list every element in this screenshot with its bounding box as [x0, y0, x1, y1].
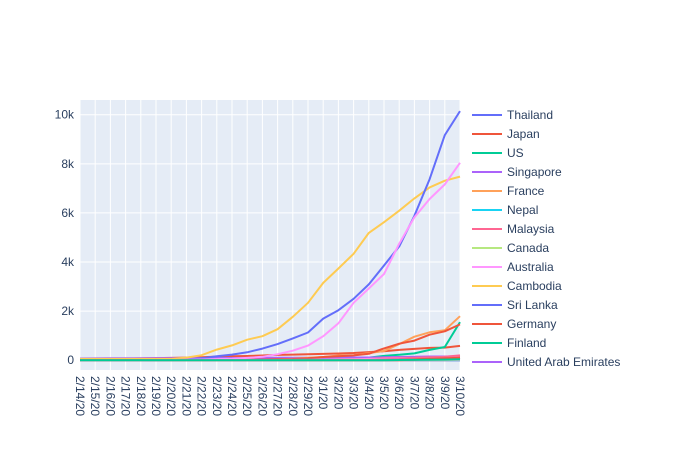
x-tick-label: 2/14/20 [73, 376, 87, 416]
legend-item[interactable]: US [472, 146, 524, 160]
x-tick-label: 2/15/20 [88, 376, 102, 416]
x-tick-label: 3/10/20 [453, 376, 467, 416]
legend-label: Singapore [507, 165, 562, 179]
series-lines [79, 110, 461, 362]
legend-item[interactable]: Canada [472, 241, 549, 255]
x-tick-label: 3/3/20 [347, 376, 361, 410]
x-tick-label: 2/20/20 [164, 376, 178, 416]
x-tick-label: 2/24/20 [225, 376, 239, 416]
x-axis: 2/14/20 2/15/20 2/16/20 2/17/20 2/18/20 2/19/… [73, 376, 467, 416]
legend-label: Canada [507, 241, 549, 255]
y-tick-label: 6k [61, 206, 75, 220]
y-tick-label: 4k [61, 255, 75, 269]
plot-background [80, 100, 460, 370]
legend-item[interactable]: Sri Lanka [472, 298, 558, 312]
legend-label: Nepal [507, 203, 538, 217]
legend-item[interactable]: Finland [472, 336, 546, 350]
legend-label: Sri Lanka [507, 298, 558, 312]
x-tick-label: 2/22/20 [195, 376, 209, 416]
legend-label: Finland [507, 336, 546, 350]
legend-label: US [507, 146, 524, 160]
x-tick-label: 3/6/20 [392, 376, 406, 410]
series-line [80, 358, 461, 362]
series-line [80, 175, 461, 360]
x-tick-label: 3/2/20 [331, 376, 345, 410]
legend-item[interactable]: United Arab Emirates [472, 355, 620, 369]
x-tick-label: 3/4/20 [362, 376, 376, 410]
legend-label: Thailand [507, 108, 553, 122]
y-tick-label: 2k [61, 304, 75, 318]
legend-item[interactable]: Nepal [472, 203, 538, 217]
legend-item[interactable]: Germany [472, 317, 556, 331]
legend-item[interactable]: Cambodia [472, 279, 562, 293]
y-tick-label: 8k [61, 157, 75, 171]
legend[interactable]: Thailand Japan US Singapore France Nepal Malay… [472, 108, 620, 369]
legend-item[interactable]: Australia [472, 260, 554, 274]
y-tick-label: 0 [67, 353, 74, 367]
x-tick-label: 2/17/20 [119, 376, 133, 416]
legend-label: Malaysia [507, 222, 555, 236]
x-tick-label: 3/8/20 [423, 376, 437, 410]
legend-label: Australia [507, 260, 554, 274]
x-tick-label: 2/21/20 [179, 376, 193, 416]
x-tick-label: 3/1/20 [316, 376, 330, 410]
legend-item[interactable]: France [472, 184, 545, 198]
legend-label: United Arab Emirates [507, 355, 620, 369]
legend-item[interactable]: Thailand [472, 108, 553, 122]
y-axis: 0 2k 4k 6k 8k 10k [55, 108, 75, 367]
y-tick-label: 10k [55, 108, 75, 122]
x-tick-label: 3/9/20 [438, 376, 452, 410]
x-tick-label: 2/16/20 [103, 376, 117, 416]
x-tick-label: 2/27/20 [271, 376, 285, 416]
x-tick-label: 2/23/20 [210, 376, 224, 416]
x-tick-label: 2/28/20 [286, 376, 300, 416]
legend-item[interactable]: Malaysia [472, 222, 555, 236]
legend-label: Germany [507, 317, 556, 331]
x-tick-label: 2/19/20 [149, 376, 163, 416]
legend-label: Cambodia [507, 279, 562, 293]
legend-item[interactable]: Singapore [472, 165, 562, 179]
x-tick-label: 3/5/20 [377, 376, 391, 410]
legend-label: Japan [507, 127, 540, 141]
grid-lines [79, 100, 461, 370]
legend-label: France [507, 184, 545, 198]
legend-item[interactable]: Japan [472, 127, 540, 141]
x-tick-label: 2/18/20 [134, 376, 148, 416]
x-tick-label: 2/29/20 [301, 376, 315, 416]
x-tick-label: 2/25/20 [240, 376, 254, 416]
x-tick-label: 2/26/20 [255, 376, 269, 416]
x-tick-label: 3/7/20 [407, 376, 421, 410]
